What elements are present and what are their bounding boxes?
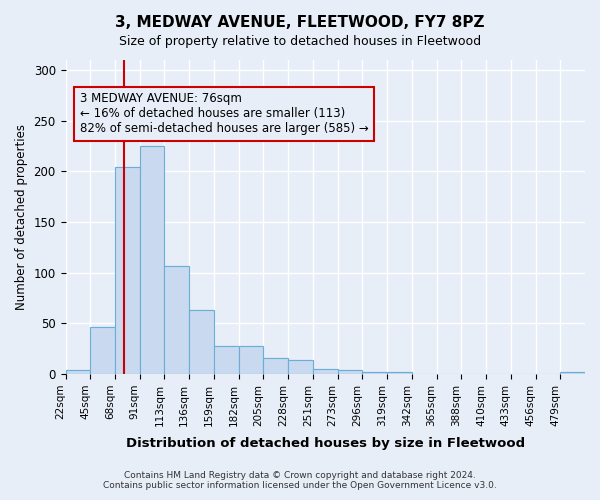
Bar: [189, 310, 214, 374]
Bar: [164, 266, 189, 374]
Bar: [65, 370, 90, 374]
Bar: [387, 372, 412, 374]
Bar: [214, 346, 239, 374]
Bar: [560, 372, 585, 374]
Bar: [239, 346, 263, 374]
Bar: [338, 370, 362, 374]
Bar: [387, 372, 412, 374]
Bar: [313, 369, 338, 374]
Bar: [288, 360, 313, 374]
Bar: [263, 358, 288, 374]
Bar: [115, 168, 140, 374]
Y-axis label: Number of detached properties: Number of detached properties: [15, 124, 28, 310]
Bar: [140, 146, 164, 374]
Text: Contains HM Land Registry data © Crown copyright and database right 2024.
Contai: Contains HM Land Registry data © Crown c…: [103, 470, 497, 490]
Bar: [214, 346, 239, 374]
Bar: [362, 372, 387, 374]
Bar: [65, 370, 90, 374]
Text: 3 MEDWAY AVENUE: 76sqm
← 16% of detached houses are smaller (113)
82% of semi-de: 3 MEDWAY AVENUE: 76sqm ← 16% of detached…: [80, 92, 368, 136]
Text: Size of property relative to detached houses in Fleetwood: Size of property relative to detached ho…: [119, 35, 481, 48]
Bar: [90, 328, 115, 374]
Bar: [263, 358, 288, 374]
Bar: [189, 310, 214, 374]
Text: 3, MEDWAY AVENUE, FLEETWOOD, FY7 8PZ: 3, MEDWAY AVENUE, FLEETWOOD, FY7 8PZ: [115, 15, 485, 30]
Bar: [288, 360, 313, 374]
X-axis label: Distribution of detached houses by size in Fleetwood: Distribution of detached houses by size …: [126, 437, 525, 450]
Bar: [560, 372, 585, 374]
Bar: [362, 372, 387, 374]
Bar: [140, 146, 164, 374]
Bar: [313, 369, 338, 374]
Bar: [90, 328, 115, 374]
Bar: [338, 370, 362, 374]
Bar: [164, 266, 189, 374]
Bar: [115, 168, 140, 374]
Bar: [239, 346, 263, 374]
